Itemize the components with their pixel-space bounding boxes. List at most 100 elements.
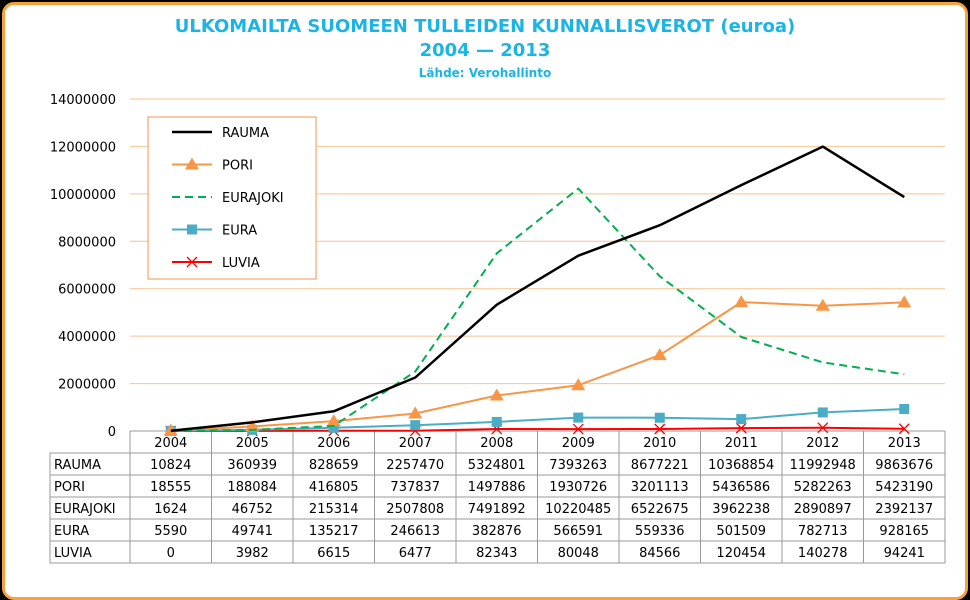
series-line-eurajoki	[170, 187, 905, 432]
table-cell: 135217	[309, 524, 359, 539]
table-cell: 49741	[232, 524, 273, 539]
chart-title: ULKOMAILTA SUOMEEN TULLEIDEN KUNNALLISVE…	[174, 16, 796, 37]
x-tick-label: 2008	[480, 436, 513, 451]
table-series-label: RAUMA	[54, 458, 101, 473]
data-point-eura	[817, 407, 828, 418]
table-cell: 1930726	[549, 480, 607, 495]
data-point-luvia	[817, 422, 829, 434]
table-cell: 7393263	[549, 458, 607, 473]
table-cell: 5590	[154, 524, 187, 539]
legend-label-pori: PORI	[222, 159, 253, 174]
table-cell: 246613	[390, 524, 440, 539]
y-tick-label: 0	[108, 425, 116, 440]
data-point-luvia	[654, 423, 666, 435]
table-cell: 2890897	[794, 502, 852, 517]
x-tick-label: 2007	[399, 436, 432, 451]
y-tick-label: 14000000	[50, 93, 116, 108]
x-tick-label: 2010	[643, 436, 676, 451]
table-cell: 382876	[472, 524, 522, 539]
table-cell: 501509	[716, 524, 766, 539]
data-point-pori	[326, 414, 341, 427]
data-point-eura	[899, 403, 910, 414]
series-line-luvia	[170, 426, 905, 432]
data-point-pori	[652, 348, 667, 361]
table-cell: 82343	[476, 546, 517, 561]
data-point-eura	[654, 412, 665, 423]
table-cell: 6477	[399, 546, 432, 561]
x-tick-label: 2013	[888, 436, 921, 451]
table-cell: 416805	[309, 480, 359, 495]
x-tick-label: 2004	[154, 436, 187, 451]
table-cell: 3982	[236, 546, 269, 561]
table-cell: 18555	[150, 480, 191, 495]
table-cell: 188084	[227, 480, 277, 495]
series-line-rauma	[170, 145, 905, 432]
table-cell: 3201113	[631, 480, 689, 495]
legend-marker-pori	[185, 157, 199, 170]
y-tick-label: 12000000	[50, 140, 116, 155]
data-point-eura	[491, 416, 502, 427]
table-cell: 2392137	[875, 502, 933, 517]
table-cell: 11992948	[790, 458, 856, 473]
y-tick-label: 4000000	[58, 330, 116, 345]
table-cell: 80048	[558, 546, 599, 561]
data-point-eura	[410, 420, 421, 431]
data-point-pori	[571, 378, 586, 391]
table-cell: 0	[167, 546, 175, 561]
data-point-eura	[328, 422, 339, 433]
table-cell: 737837	[390, 480, 440, 495]
chart-source: Lähde: Verohallinto	[418, 66, 552, 80]
table-cell: 559336	[635, 524, 685, 539]
table-series-label: EURAJOKI	[54, 502, 116, 517]
y-tick-label: 8000000	[58, 235, 116, 250]
chart-subtitle: 2004 — 2013	[419, 40, 551, 61]
table-cell: 10824	[150, 458, 191, 473]
table-cell: 120454	[716, 546, 766, 561]
data-point-eura	[736, 414, 747, 425]
table-cell: 215314	[309, 502, 359, 517]
table-cell: 928165	[879, 524, 929, 539]
table-cell: 1624	[154, 502, 187, 517]
x-tick-label: 2009	[562, 436, 595, 451]
table-cell: 94241	[884, 546, 925, 561]
x-tick-label: 2005	[236, 436, 269, 451]
y-tick-label: 2000000	[58, 378, 116, 393]
x-tick-label: 2011	[725, 436, 758, 451]
table-cell: 1497886	[468, 480, 526, 495]
legend-marker-luvia	[186, 256, 198, 268]
table-cell: 5423190	[875, 480, 933, 495]
data-point-luvia	[898, 423, 910, 435]
x-tick-label: 2012	[806, 436, 839, 451]
table-cell: 566591	[553, 524, 603, 539]
table-cell: 3962238	[712, 502, 770, 517]
data-point-luvia	[572, 423, 584, 435]
table-series-label: EURA	[54, 524, 89, 539]
y-tick-label: 6000000	[58, 283, 116, 298]
table-cell: 6615	[317, 546, 350, 561]
table-cell: 6522675	[631, 502, 689, 517]
table-series-label: PORI	[54, 480, 85, 495]
legend-label-rauma: RAUMA	[222, 126, 269, 141]
table-cell: 9863676	[875, 458, 933, 473]
table-cell: 2257470	[386, 458, 444, 473]
data-point-pori	[489, 388, 504, 401]
legend-marker-eura	[187, 224, 197, 235]
table-cell: 84566	[639, 546, 680, 561]
legend-label-eura: EURA	[222, 224, 257, 239]
table-cell: 782713	[798, 524, 848, 539]
table-cell: 8677221	[631, 458, 689, 473]
table-series-label: LUVIA	[54, 546, 92, 561]
series-line-pori	[170, 301, 905, 432]
table-cell: 5282263	[794, 480, 852, 495]
table-cell: 2507808	[386, 502, 444, 517]
table-cell: 5324801	[468, 458, 526, 473]
legend-label-luvia: LUVIA	[222, 256, 260, 271]
y-tick-label: 10000000	[50, 188, 116, 203]
table-cell: 828659	[309, 458, 359, 473]
data-point-pori	[734, 295, 749, 308]
data-point-pori	[897, 295, 912, 308]
table-cell: 10220485	[545, 502, 611, 517]
table-cell: 7491892	[468, 502, 526, 517]
legend-label-eurajoki: EURAJOKI	[222, 191, 284, 206]
